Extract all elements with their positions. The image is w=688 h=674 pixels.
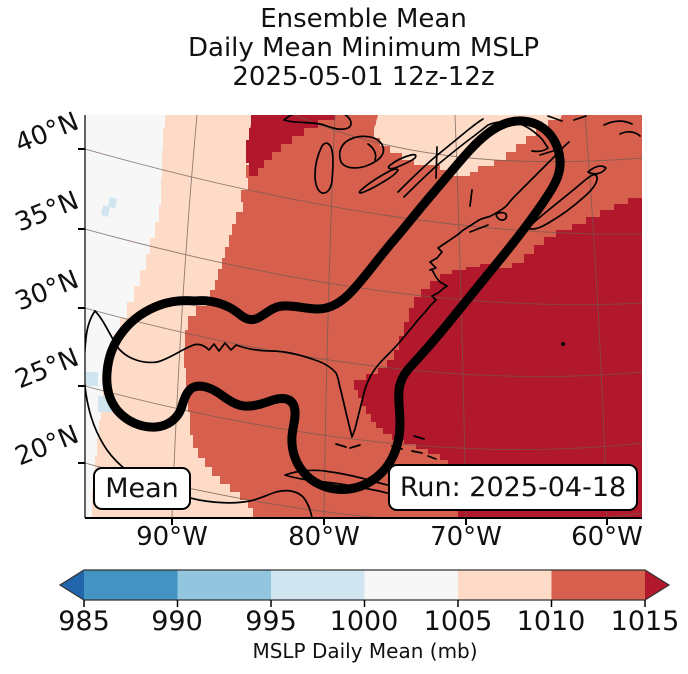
xtick-label-90w: 90°W xyxy=(136,522,208,552)
xtick-label-70w: 70°W xyxy=(430,522,502,552)
colorbar-seg-995-1000 xyxy=(271,570,365,600)
mslp-contour xyxy=(102,116,565,494)
field-atlantic-over-1015 xyxy=(354,198,642,518)
member-label: Mean xyxy=(105,473,179,504)
colorbar-ticks xyxy=(83,600,646,607)
field-patch-995-1000-a xyxy=(101,197,117,217)
lake-ontario xyxy=(387,153,417,170)
lake-michigan xyxy=(314,142,334,194)
xtick-label-80w: 80°W xyxy=(288,522,360,552)
lake-huron xyxy=(338,135,385,169)
nb-border-line xyxy=(435,146,438,179)
field-patch-995-1000-b xyxy=(86,372,98,386)
title-line-3: 2025-05-01 12z-12z xyxy=(232,62,495,92)
coast-cape-breton xyxy=(587,165,607,175)
title-line-2: Daily Mean Minimum MSLP xyxy=(187,33,539,63)
colorbar-seg-990-995 xyxy=(177,570,271,600)
y-ticks xyxy=(78,148,85,464)
colorbar xyxy=(58,569,671,607)
gulf-stlawrence-shores xyxy=(547,115,641,137)
axes-spines xyxy=(78,115,642,525)
field-north-1005-1010 xyxy=(374,115,562,176)
cbar-tick-1005: 1005 xyxy=(423,606,493,637)
field-north-over-1015 xyxy=(246,115,335,176)
parallel-30n xyxy=(85,307,642,377)
st-lawrence-river xyxy=(397,118,549,198)
title-line-1: Ensemble Mean xyxy=(260,4,467,34)
run-date-label: Run: 2025-04-18 xyxy=(399,472,627,503)
meridian-60w xyxy=(584,115,608,518)
coast-gulf-atlantic xyxy=(94,141,570,438)
coast-long-island xyxy=(469,224,489,233)
lake-champlain xyxy=(469,189,473,207)
parallel-40n xyxy=(85,148,642,235)
colorbar-under-arrow xyxy=(60,570,84,600)
colorbar-seg-1000-1005 xyxy=(364,570,458,600)
coast-pei xyxy=(539,149,557,156)
cbar-tick-995: 995 xyxy=(245,606,297,637)
cbar-tick-1015: 1015 xyxy=(610,606,680,637)
member-label-box: Mean xyxy=(93,467,191,510)
colorbar-caption: MSLP Daily Mean (mb) xyxy=(252,639,478,663)
lake-superior xyxy=(283,115,352,131)
cbar-tick-990: 990 xyxy=(151,606,203,637)
coast-nova-scotia xyxy=(527,173,598,230)
cbar-tick-1000: 1000 xyxy=(329,606,399,637)
colorbar-over-arrow xyxy=(645,570,669,600)
run-date-box: Run: 2025-04-18 xyxy=(388,464,638,511)
colorbar-seg-1005-1010 xyxy=(458,570,552,600)
parallel-35n xyxy=(85,228,642,306)
x-ticks xyxy=(171,518,608,525)
meridian-90w xyxy=(171,115,198,518)
plot-title: Ensemble Mean Daily Mean Minimum MSLP 20… xyxy=(85,5,642,92)
colorbar-seg-985-990 xyxy=(84,570,178,600)
lake-erie xyxy=(358,168,399,194)
cbar-tick-985: 985 xyxy=(58,606,110,637)
coast-cape-cod xyxy=(495,211,508,221)
cbar-tick-1010: 1010 xyxy=(516,606,586,637)
coast-keys xyxy=(335,443,361,449)
parallel-25n xyxy=(85,385,642,451)
bermuda-dot xyxy=(561,342,565,346)
xtick-label-60w: 60°W xyxy=(571,522,643,552)
colorbar-seg-1010-1015 xyxy=(551,570,645,600)
